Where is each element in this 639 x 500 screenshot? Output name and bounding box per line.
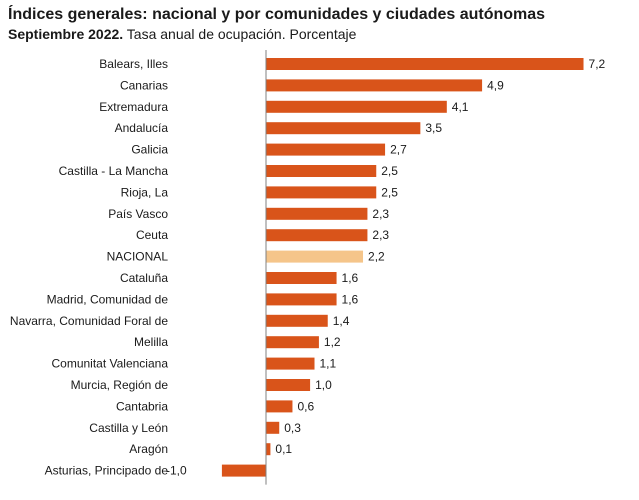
category-label-6: Rioja, La <box>121 185 169 199</box>
category-label-3: Andalucía <box>115 121 169 135</box>
value-label-4: 2,7 <box>390 143 407 157</box>
bar-16 <box>266 400 293 413</box>
value-label-2: 4,1 <box>452 100 469 114</box>
category-label-16: Cantabria <box>116 399 168 413</box>
value-label-11: 1,6 <box>342 292 359 306</box>
value-label-9: 2,2 <box>368 250 385 264</box>
category-label-0: Balears, Illes <box>99 57 168 71</box>
bar-2 <box>266 100 447 113</box>
bar-13 <box>266 336 319 349</box>
value-label-1: 4,9 <box>487 78 504 92</box>
category-label-15: Murcia, Región de <box>71 378 169 392</box>
value-label-3: 3,5 <box>425 121 442 135</box>
value-label-8: 2,3 <box>372 228 389 242</box>
value-label-12: 1,4 <box>333 314 350 328</box>
bar-3 <box>266 122 421 135</box>
bar-6 <box>266 186 377 199</box>
subtitle-description: Tasa anual de ocupación. Porcentaje <box>123 26 357 42</box>
value-label-10: 1,6 <box>342 271 359 285</box>
bar-4 <box>266 143 386 156</box>
value-label-5: 2,5 <box>381 164 398 178</box>
category-label-18: Aragón <box>129 442 168 456</box>
value-label-0: 7,2 <box>589 57 606 71</box>
category-label-5: Castilla - La Mancha <box>59 164 169 178</box>
bar-0 <box>266 58 584 70</box>
category-label-10: Cataluña <box>120 271 168 285</box>
value-label-18: 0,1 <box>275 442 292 456</box>
value-label-6: 2,5 <box>381 185 398 199</box>
category-label-13: Melilla <box>134 335 168 349</box>
category-label-8: Ceuta <box>136 228 168 242</box>
value-label-15: 1,0 <box>315 378 332 392</box>
value-label-16: 0,6 <box>297 399 314 413</box>
chart-subtitle: Septiembre 2022. Tasa anual de ocupación… <box>8 26 356 42</box>
bar-5 <box>266 165 377 177</box>
bar-11 <box>266 293 337 306</box>
bar-1 <box>266 79 483 92</box>
category-label-9: NACIONAL <box>107 250 169 264</box>
category-label-1: Canarias <box>120 78 168 92</box>
bar-18 <box>266 443 271 456</box>
chart-title: Índices generales: nacional y por comuni… <box>8 6 546 23</box>
category-label-19: Asturias, Principado de <box>45 464 169 478</box>
value-label-13: 1,2 <box>324 335 341 349</box>
bar-8 <box>266 229 368 242</box>
category-label-2: Extremadura <box>99 100 168 114</box>
bar-12 <box>266 314 328 327</box>
category-label-7: País Vasco <box>108 207 168 221</box>
bar-15 <box>266 379 311 391</box>
value-label-14: 1,1 <box>320 357 337 371</box>
bar-9 <box>266 250 364 263</box>
category-label-17: Castilla y León <box>89 421 168 435</box>
value-label-17: 0,3 <box>284 421 301 435</box>
value-label-7: 2,3 <box>372 207 389 221</box>
bar-7 <box>266 207 368 220</box>
category-label-12: Navarra, Comunidad Foral de <box>10 314 168 328</box>
bar-10 <box>266 272 337 284</box>
bar-14 <box>266 357 315 370</box>
category-label-4: Galicia <box>131 143 168 157</box>
category-label-11: Madrid, Comunidad de <box>47 292 169 306</box>
value-label-19: -1,0 <box>166 464 187 478</box>
bar-19 <box>221 464 266 477</box>
bar-17 <box>266 421 280 434</box>
category-label-14: Comunitat Valenciana <box>51 357 168 371</box>
subtitle-date: Septiembre 2022. <box>8 26 124 42</box>
